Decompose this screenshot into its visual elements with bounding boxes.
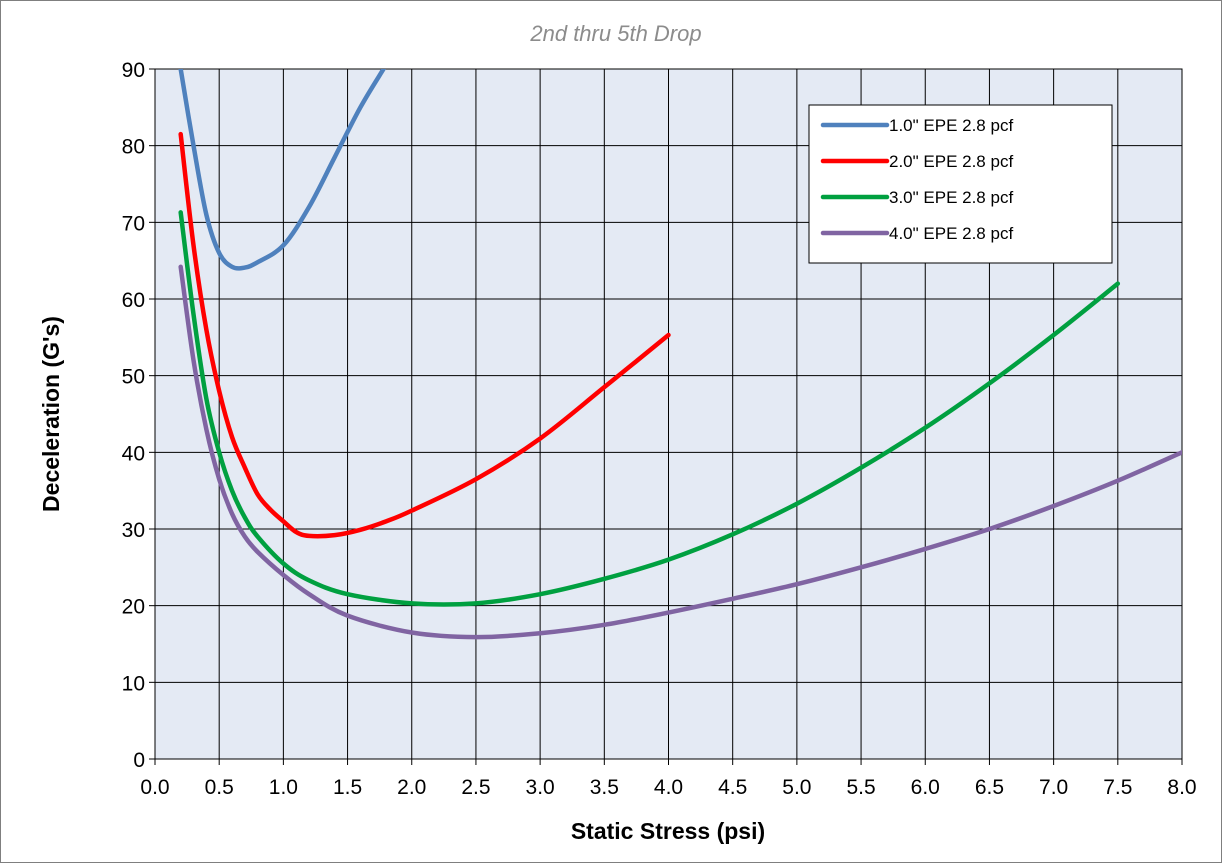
- x-tick-label: 7.0: [1039, 776, 1068, 799]
- series-layer: [178, 69, 1182, 640]
- x-tick-label: 5.0: [782, 776, 811, 799]
- y-tick-label: 0: [133, 749, 145, 772]
- x-tick-label: 4.0: [654, 776, 683, 799]
- series-line-3: [178, 210, 1121, 607]
- y-tick-label: 80: [122, 136, 145, 159]
- x-axis-title: Static Stress (psi): [571, 818, 765, 844]
- legend-label: 2.0" EPE 2.8 pcf: [889, 152, 1013, 171]
- x-tick-label: 2.0: [397, 776, 426, 799]
- x-tick-label: 5.5: [846, 776, 875, 799]
- y-tick-label: 90: [122, 59, 145, 82]
- y-tick-label: 20: [122, 596, 145, 619]
- y-axis-title: Deceleration (G's): [38, 316, 64, 512]
- legend-label: 1.0" EPE 2.8 pcf: [889, 116, 1013, 135]
- series-line-1: [178, 69, 386, 271]
- x-tick-label: 6.0: [911, 776, 940, 799]
- y-tick-labels: 0 10 20 30 40 50 60 70 80 90: [122, 59, 155, 772]
- x-tick-label: 1.5: [333, 776, 362, 799]
- x-tick-label: 0.5: [205, 776, 234, 799]
- legend-label: 4.0" EPE 2.8 pcf: [889, 224, 1013, 243]
- x-tick-label: 8.0: [1167, 776, 1196, 799]
- y-tick-label: 40: [122, 442, 145, 465]
- x-tick-label: 1.0: [269, 776, 298, 799]
- x-tick-label: 4.5: [718, 776, 747, 799]
- x-tick-label: 0.0: [140, 776, 169, 799]
- y-tick-label: 10: [122, 672, 145, 695]
- legend: 1.0" EPE 2.8 pcf 2.0" EPE 2.8 pcf 3.0" EPE…: [808, 104, 1113, 264]
- y-tick-label: 60: [122, 289, 145, 312]
- x-tick-label: 3.5: [590, 776, 619, 799]
- series-line-4: [178, 264, 1182, 640]
- y-tick-label: 30: [122, 519, 145, 542]
- legend-box: [808, 104, 1113, 264]
- x-tick-label: 7.5: [1103, 776, 1132, 799]
- y-tick-label: 50: [122, 366, 145, 389]
- x-tick-label: 3.0: [526, 776, 555, 799]
- series-line-2: [178, 131, 671, 539]
- chart-title: 2nd thru 5th Drop: [529, 21, 701, 46]
- legend-label: 3.0" EPE 2.8 pcf: [889, 188, 1013, 207]
- y-tick-label: 70: [122, 212, 145, 235]
- x-tick-labels: 0.0 0.5 1.0 1.5 2.0 2.5 3.0 3.5 4.0 4.5 5.0 5.5 6.0 6…: [140, 759, 1197, 799]
- x-tick-label: 2.5: [461, 776, 490, 799]
- x-tick-label: 6.5: [975, 776, 1004, 799]
